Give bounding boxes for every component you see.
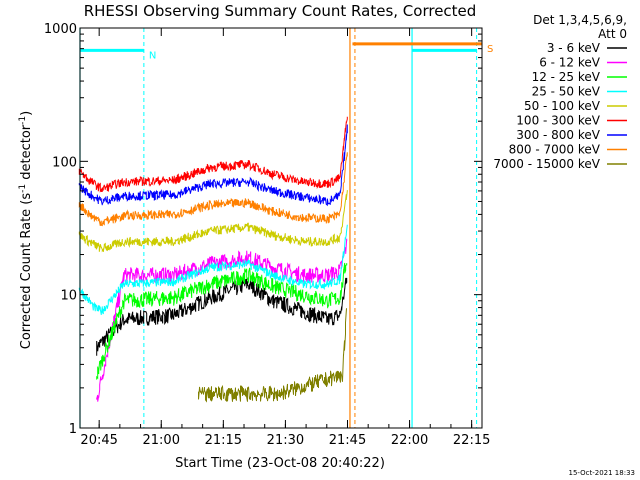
y-tick-label-10: 10 [60, 289, 77, 304]
y-tick-label-1000: 1000 [44, 22, 77, 37]
series-line-300-800-kev [78, 124, 348, 207]
legend-label-12-25-kev: 12 - 25 keV [532, 70, 601, 84]
x-tick-label-21-15: 21:15 [205, 433, 242, 448]
y-axis-label-main: Corrected Count Rate (s [19, 193, 34, 350]
chart-title: RHESSI Observing Summary Count Rates, Co… [84, 2, 477, 20]
x-tick-label-22-00: 22:00 [391, 433, 428, 448]
y-axis-label-end: ) [19, 111, 34, 116]
legend-label-800-7000-kev: 800 - 7000 keV [509, 143, 601, 157]
legend-label-100-300-kev: 100 - 300 keV [516, 114, 600, 128]
y-tick-label-100: 100 [52, 155, 77, 170]
y-tick-label-1: 1 [69, 422, 77, 437]
series-line-7000-15000-kev [198, 308, 347, 403]
legend-title-line-1: Det 1,3,4,5,6,9, [533, 13, 627, 27]
y-axis-label-mid: detector [19, 124, 34, 184]
x-tick-label-21-00: 21:00 [143, 433, 180, 448]
y-axis-label-sup-2: -1 [18, 116, 28, 125]
legend-label-25-50-kev: 25 - 50 keV [532, 85, 601, 99]
legend-label-3-6-kev: 3 - 6 keV [547, 41, 601, 55]
x-tick-label-21-45: 21:45 [329, 433, 366, 448]
series-line-25-50-kev [78, 224, 348, 315]
plot-frame [79, 27, 483, 429]
y-axis-label-sup-1: -1 [18, 184, 28, 193]
x-tick-label-20-45: 20:45 [80, 433, 117, 448]
legend-label-6-12-kev: 6 - 12 keV [539, 56, 601, 70]
legend-title-line-2: Att 0 [598, 27, 627, 41]
series-line-6-12-kev [96, 238, 348, 402]
flag-label-s: S [487, 44, 493, 55]
legend-label-7000-15000-kev: 7000 - 15000 keV [493, 157, 600, 171]
y-axis-label: Corrected Count Rate (s-1 detector-1) [18, 111, 34, 349]
series-line-3-6-kev [96, 277, 348, 356]
x-tick-label-22-15: 22:15 [453, 433, 490, 448]
legend-label-300-800-kev: 300 - 800 keV [516, 128, 600, 142]
flag-label-n: N [149, 50, 156, 61]
x-tick-label-21-30: 21:30 [267, 433, 304, 448]
series-line-12-25-kev [96, 262, 348, 380]
series-line-800-7000-kev [78, 152, 348, 227]
x-axis-label: Start Time (23-Oct-08 20:40:22) [175, 456, 385, 471]
series-line-100-300-kev [78, 116, 348, 193]
legend-label-50-100-kev: 50 - 100 keV [524, 99, 601, 113]
timestamp: 15-Oct-2021 18:33 [569, 469, 635, 477]
series-line-50-100-kev [78, 190, 348, 253]
